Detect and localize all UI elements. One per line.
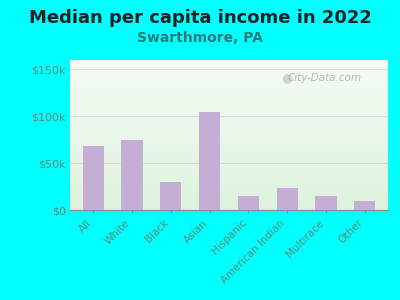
Bar bbox=[238, 196, 259, 210]
Bar bbox=[83, 146, 104, 210]
Bar bbox=[276, 188, 298, 210]
Bar bbox=[199, 112, 220, 210]
Bar bbox=[121, 140, 143, 210]
Text: Swarthmore, PA: Swarthmore, PA bbox=[137, 32, 263, 46]
Text: City-Data.com: City-Data.com bbox=[287, 73, 362, 83]
Text: ●: ● bbox=[281, 71, 292, 85]
Bar bbox=[354, 201, 375, 210]
Bar bbox=[315, 196, 337, 210]
Bar bbox=[160, 182, 182, 210]
Text: Median per capita income in 2022: Median per capita income in 2022 bbox=[28, 9, 372, 27]
